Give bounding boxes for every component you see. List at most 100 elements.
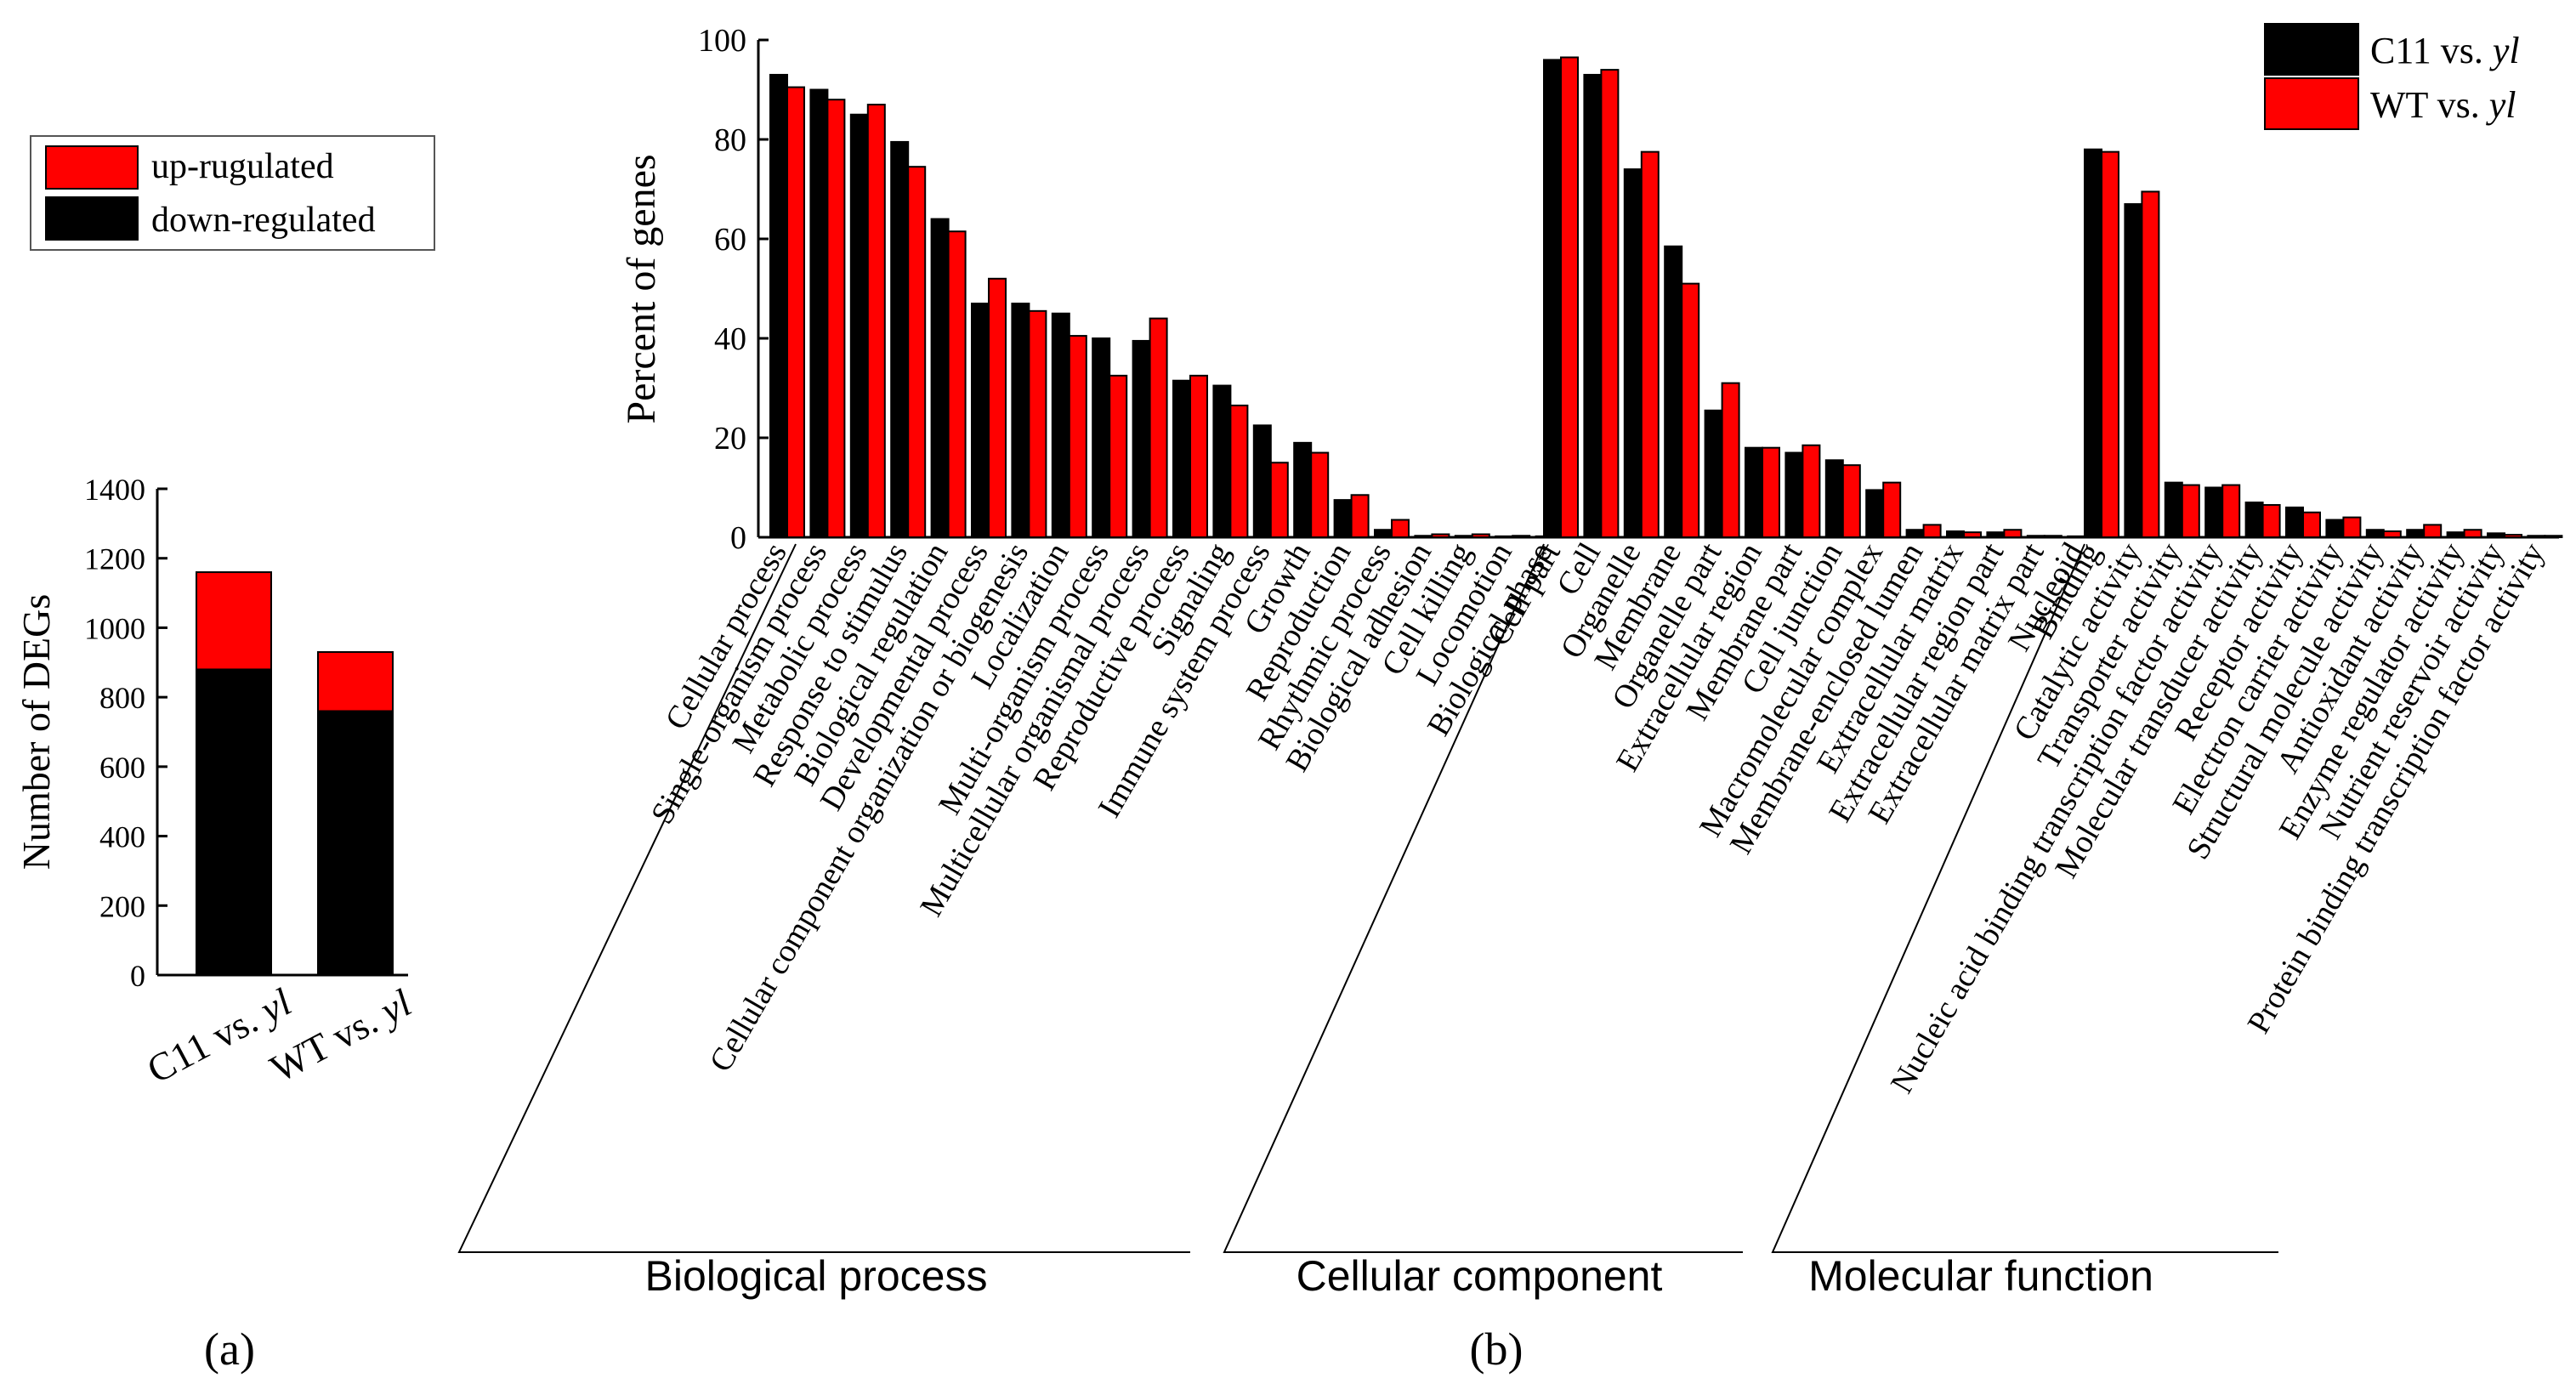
panel-b-bar-locomotion-wt bbox=[1512, 535, 1531, 538]
legend-swatch-c11 bbox=[2264, 23, 2359, 76]
panel-b-bar-rhythmic-process-c11 bbox=[1374, 529, 1393, 538]
panel-b-bar-response-to-stimulus-wt bbox=[907, 166, 927, 539]
legend-swatch-wt bbox=[2264, 77, 2359, 130]
panel-b-y-axis-title: Percent of genes bbox=[619, 154, 664, 423]
panel-b-bars bbox=[769, 56, 2563, 539]
legend-swatch-down bbox=[45, 196, 139, 241]
panel-b-bar-membrane-part-c11 bbox=[1784, 451, 1804, 538]
panel-b-y-tick-label: 0 bbox=[730, 520, 746, 556]
panel-b-bar-multi-organism-process-c11 bbox=[1092, 337, 1111, 538]
panel-b-group-label-molecular-function: Molecular function bbox=[1808, 1252, 2153, 1300]
panel-a-y-tick-label: 800 bbox=[99, 681, 145, 715]
panel-b-bar-reproductive-process-wt bbox=[1189, 374, 1208, 538]
panel-b-bar-reproduction-c11 bbox=[1333, 499, 1353, 538]
panel-b-bar-biological-adhesion-c11 bbox=[1414, 535, 1433, 538]
panel-b-bar-structural-molecule-activity-c11 bbox=[2365, 529, 2385, 538]
panel-b-bar-molecular-transducer-activity-c11 bbox=[2244, 502, 2264, 538]
panel-b-legend: C11 vs. yl WT vs. yl bbox=[2264, 23, 2520, 130]
panel-b-bar-signaling-c11 bbox=[1212, 384, 1232, 539]
panel-b-bar-reproduction-wt bbox=[1350, 494, 1370, 539]
panel-a-bar-c11-vs-yl-down bbox=[196, 668, 272, 976]
panel-b-bar-enzyme-regulator-activity-wt bbox=[2463, 529, 2482, 538]
panel-b-bar-membrane-wt bbox=[1681, 282, 1700, 538]
panel-b-bar-organelle-part-wt bbox=[1721, 382, 1740, 538]
panel-b-bar-growth-c11 bbox=[1293, 441, 1313, 538]
panel-b-bar-nucleic-acid-binding-transcription-factor-activity-wt bbox=[2221, 484, 2241, 539]
panel-b-bar-cellular-process-c11 bbox=[769, 73, 788, 538]
legend-label-wt: WT vs. yl bbox=[2370, 84, 2516, 126]
panel-b-bar-locomotion-c11 bbox=[1495, 535, 1514, 539]
panel-b-bar-localization-c11 bbox=[1051, 312, 1070, 538]
panel-b-bar-extracellular-region-c11 bbox=[1745, 446, 1763, 539]
panel-b-bar-extracellular-region-part-wt bbox=[2003, 529, 2023, 538]
panel-a-y-tick-label: 200 bbox=[99, 889, 145, 923]
panel-b-bar-transporter-activity-wt bbox=[2181, 484, 2200, 539]
panel-b-bracket-cellular-component bbox=[1223, 543, 1743, 1253]
panel-b-bar-antioxidant-activity-wt bbox=[2423, 524, 2443, 538]
panel-b-bar-molecular-transducer-activity-wt bbox=[2261, 503, 2281, 538]
panel-b-bar-organelle-c11 bbox=[1623, 168, 1643, 538]
panel-b-bar-binding-wt bbox=[2101, 150, 2119, 538]
panel-b-bar-cell-wt bbox=[1600, 69, 1620, 539]
panel-b-bar-receptor-activity-c11 bbox=[2285, 506, 2304, 539]
panel-b-bar-binding-c11 bbox=[2084, 148, 2102, 538]
panel-b-bar-catalytic-activity-c11 bbox=[2124, 203, 2143, 539]
panel-b-bar-cellular-component-organization-or-biogenesis-c11 bbox=[1011, 303, 1030, 538]
panel-b-bar-response-to-stimulus-c11 bbox=[890, 140, 910, 539]
panel-b-chart: 0 20 40 60 80 100 Percent of genes Cellular pr… bbox=[457, 23, 2563, 1375]
panel-b-label: (b) bbox=[1470, 1324, 1523, 1375]
panel-b-bar-protein-binding-transcription-factor-activity-wt bbox=[2544, 535, 2563, 538]
panel-b-bar-rhythmic-process-wt bbox=[1391, 519, 1410, 539]
panel-a-y-tick-label: 1400 bbox=[84, 473, 145, 507]
panel-a-legend: up-rugulated down-regulated bbox=[30, 135, 435, 251]
panel-b-y-tick-label: 20 bbox=[714, 421, 746, 456]
panel-b-bar-nutrient-reservoir-activity-wt bbox=[2504, 534, 2522, 539]
panel-b-bar-biological-regulation-wt bbox=[947, 230, 967, 538]
panel-b-bar-biological-adhesion-wt bbox=[1431, 533, 1450, 538]
panel-b-bar-extracellular-region-wt bbox=[1762, 446, 1780, 539]
panel-b-bar-cell-c11 bbox=[1583, 73, 1603, 538]
panel-b-bar-membrane-part-wt bbox=[1801, 444, 1821, 539]
panel-b-y-tick-label: 80 bbox=[714, 122, 746, 158]
panel-b-bar-extracellular-region-part-c11 bbox=[1986, 531, 2006, 539]
panel-b-bar-reproductive-process-c11 bbox=[1172, 379, 1191, 538]
panel-b-bar-biological-regulation-c11 bbox=[930, 218, 950, 538]
panel-b-bar-immune-system-process-c11 bbox=[1252, 424, 1272, 538]
panel-b-bar-single-organism-process-c11 bbox=[809, 88, 829, 538]
panel-b-bar-organelle-wt bbox=[1640, 150, 1660, 538]
panel-b-bar-multi-organism-process-wt bbox=[1109, 374, 1128, 538]
panel-b-group-brackets: Biological process Cellular component Mole… bbox=[457, 543, 2278, 1300]
panel-b-bar-enzyme-regulator-activity-c11 bbox=[2446, 531, 2465, 539]
legend-label-up: up-rugulated bbox=[151, 147, 334, 186]
panel-b-bar-cell-killing-wt bbox=[1471, 533, 1490, 538]
panel-b-bar-catalytic-activity-wt bbox=[2141, 190, 2160, 539]
panel-b-bar-transporter-activity-c11 bbox=[2164, 481, 2183, 539]
panel-a-y-tick-label: 400 bbox=[99, 820, 145, 854]
panel-b-bar-extracellular-matrix-wt bbox=[1963, 531, 1982, 539]
panel-b-bar-macromolecular-complex-c11 bbox=[1865, 489, 1885, 538]
panel-b-y-tick-label: 40 bbox=[714, 321, 746, 357]
panel-b-group-label-biological-process: Biological process bbox=[645, 1252, 988, 1300]
panel-b-bar-organelle-part-c11 bbox=[1704, 409, 1723, 539]
panel-b-bar-nucleic-acid-binding-transcription-factor-activity-c11 bbox=[2204, 486, 2224, 538]
panel-a-y-tick-label: 1000 bbox=[84, 611, 145, 645]
panel-b-bar-cell-killing-c11 bbox=[1454, 535, 1473, 538]
panel-a-chart: up-rugulated down-regulated 0 200 400 600 80… bbox=[14, 135, 435, 1375]
panel-b-bar-macromolecular-complex-wt bbox=[1882, 481, 1902, 539]
panel-b-bar-immune-system-process-wt bbox=[1269, 462, 1289, 538]
panel-b-bracket-molecular-function bbox=[1771, 543, 2278, 1253]
panel-b-bar-membrane-c11 bbox=[1664, 245, 1683, 538]
panel-b-bar-developmental-process-wt bbox=[988, 277, 1007, 538]
panel-b-bar-protein-binding-transcription-factor-activity-c11 bbox=[2527, 535, 2546, 538]
panel-b-bar-localization-wt bbox=[1068, 335, 1087, 539]
panel-b-bar-receptor-activity-wt bbox=[2302, 511, 2321, 538]
panel-b-bar-metabolic-process-c11 bbox=[849, 113, 869, 538]
legend-swatch-up bbox=[45, 145, 139, 190]
panel-b-bar-cellular-component-organization-or-biogenesis-wt bbox=[1028, 309, 1047, 538]
panel-a-axes: 0 200 400 600 800 1000 1200 1400 Number of DEGs bbox=[14, 473, 408, 993]
panel-b-bar-cell-junction-wt bbox=[1841, 464, 1861, 538]
panel-b-bar-cell-junction-c11 bbox=[1824, 459, 1844, 539]
